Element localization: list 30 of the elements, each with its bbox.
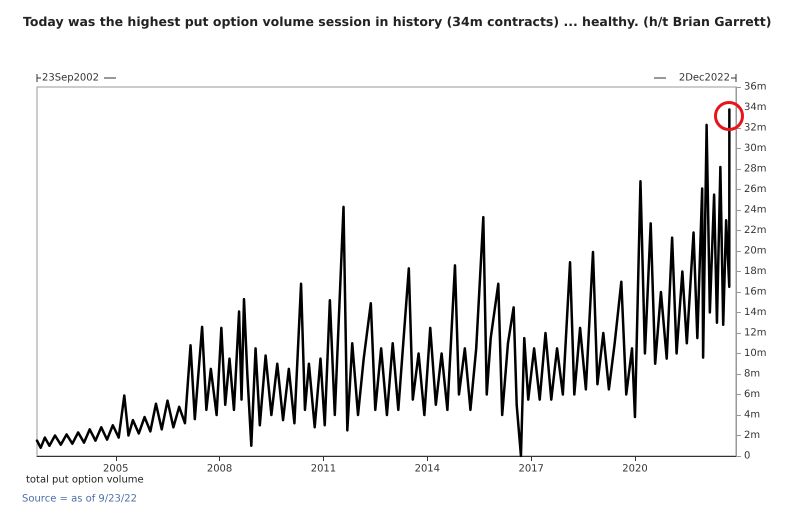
x-tick-label: 2008: [206, 464, 232, 474]
text: total put option volume: [26, 474, 144, 486]
y-tick-label: 26m: [744, 184, 766, 195]
y-tick-label: 36m: [744, 82, 766, 92]
text: 2Dec2022: [678, 72, 730, 84]
y-tick-label: 28m: [744, 164, 766, 174]
y-tick-label: 14m: [744, 307, 766, 318]
y-tick-label: 2m: [744, 430, 760, 441]
y-tick-label: 20m: [744, 246, 766, 256]
x-tick-label: 2011: [310, 464, 336, 474]
y-tick-label: 22m: [744, 225, 766, 236]
text: 23Sep2002: [42, 72, 100, 84]
x-tick-label: 2017: [518, 464, 544, 474]
y-tick-label: 6m: [744, 389, 760, 400]
y-tick-label: 32m: [744, 122, 766, 134]
y-tick-label: 8m: [744, 368, 760, 380]
y-tick-label: 24m: [744, 204, 766, 216]
y-tick-label: 16m: [744, 286, 766, 298]
chart-title: Today was the highest put option volume session in history (34m contracts) ... healthy. (h/t Brian Garrett): [23, 14, 772, 29]
y-tick-label: 34m: [744, 102, 766, 113]
source-note: Source = as of 9/23/22: [22, 494, 137, 504]
y-tick-label: 18m: [744, 266, 766, 277]
y-tick-label: 12m: [744, 328, 766, 338]
y-tick-label: 0: [744, 450, 750, 462]
y-tick-label: 10m: [744, 348, 766, 359]
y-tick-label: 30m: [744, 143, 766, 154]
x-tick-label: 2005: [103, 464, 128, 474]
x-tick-label: 2020: [622, 464, 648, 474]
y-tick-label: 4m: [744, 410, 760, 420]
x-tick-label: 2014: [414, 464, 440, 474]
